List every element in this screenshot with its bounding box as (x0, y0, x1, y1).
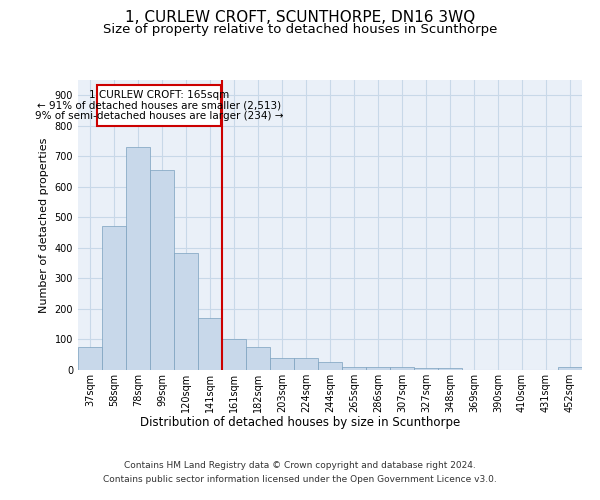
Text: Contains public sector information licensed under the Open Government Licence v3: Contains public sector information licen… (103, 474, 497, 484)
Bar (78, 347, 102, 370)
Bar (150, 170, 174, 370)
Bar (414, 368, 438, 370)
Text: 1 CURLEW CROFT: 165sqm: 1 CURLEW CROFT: 165sqm (89, 90, 229, 101)
Bar (198, 318, 222, 370)
Bar (174, 253, 198, 370)
Bar (294, 358, 318, 370)
Text: ← 91% of detached houses are smaller (2,513): ← 91% of detached houses are smaller (2,… (37, 100, 281, 110)
Text: Contains HM Land Registry data © Crown copyright and database right 2024.: Contains HM Land Registry data © Crown c… (124, 462, 476, 470)
Bar (126, 147, 150, 370)
Bar (558, 367, 582, 370)
Bar (102, 226, 126, 370)
Bar (390, 367, 414, 370)
Bar (318, 362, 342, 370)
Y-axis label: Number of detached properties: Number of detached properties (39, 138, 49, 312)
Bar (438, 368, 462, 370)
Text: 9% of semi-detached houses are larger (234) →: 9% of semi-detached houses are larger (2… (35, 110, 283, 120)
Bar (342, 367, 366, 370)
Bar (270, 358, 294, 370)
Text: Size of property relative to detached houses in Scunthorpe: Size of property relative to detached ho… (103, 24, 497, 36)
Bar (222, 340, 246, 370)
Text: Distribution of detached houses by size in Scunthorpe: Distribution of detached houses by size … (140, 416, 460, 429)
Text: 1, CURLEW CROFT, SCUNTHORPE, DN16 3WQ: 1, CURLEW CROFT, SCUNTHORPE, DN16 3WQ (125, 10, 475, 25)
Bar (246, 347, 270, 370)
Bar (366, 367, 390, 370)
Bar (97, 84, 221, 126)
